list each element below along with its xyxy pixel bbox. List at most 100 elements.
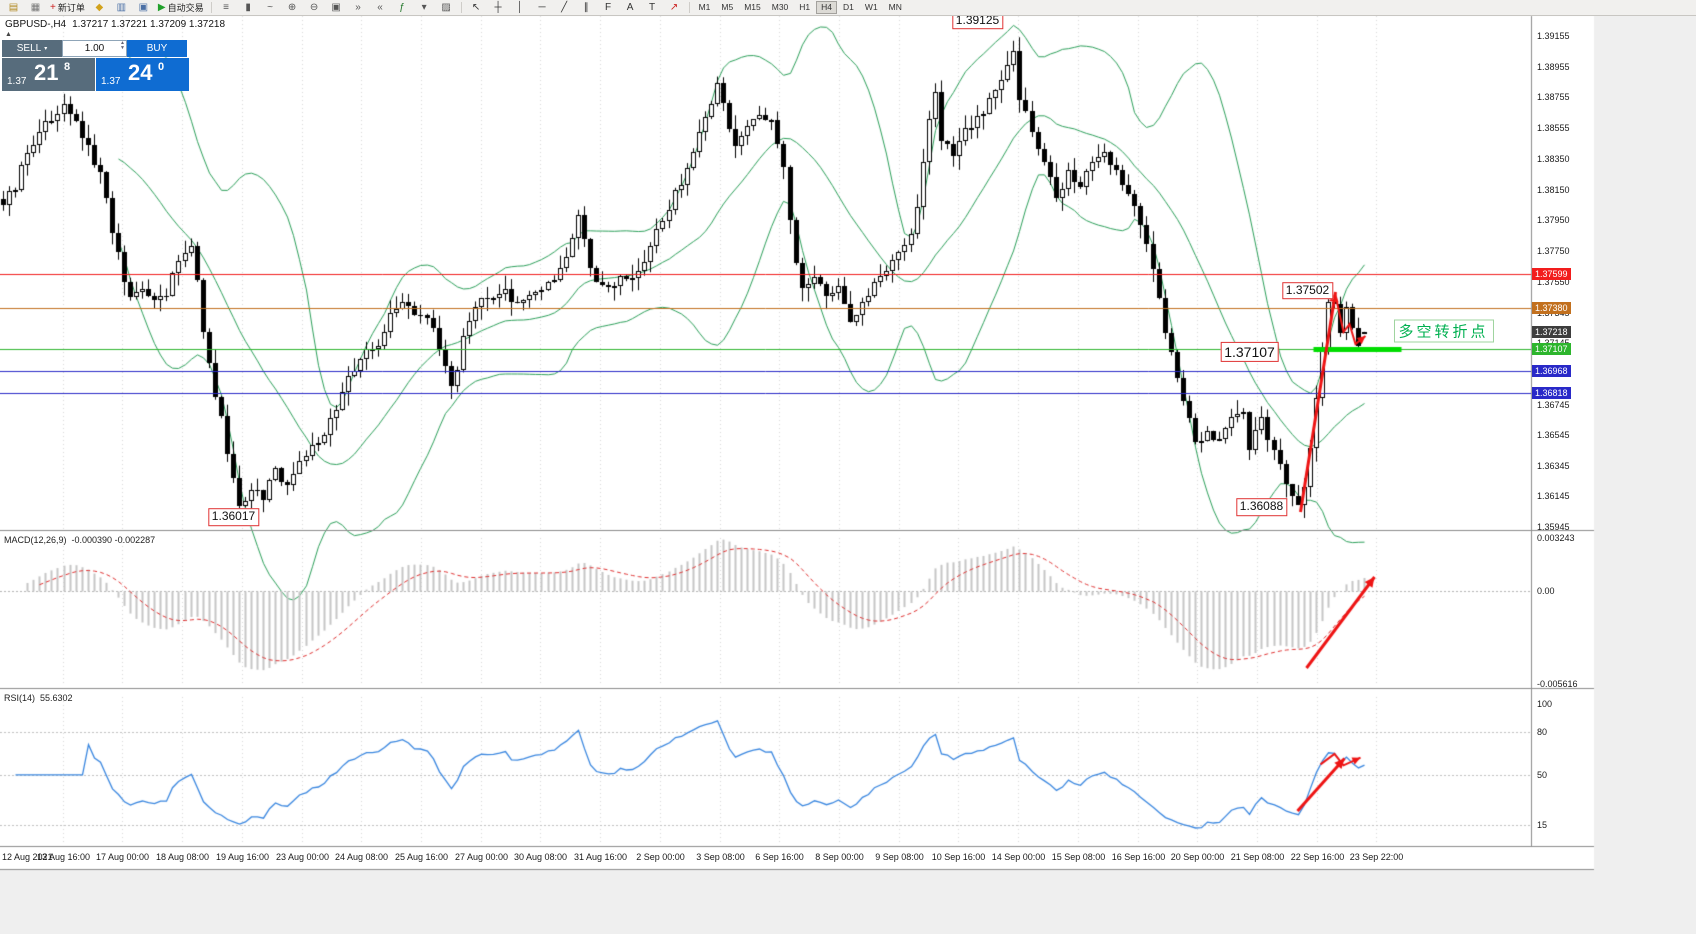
line-chart-icon[interactable]: ~ <box>260 0 281 16</box>
autotrading-button[interactable]: ▶ 自动交易 <box>155 0 207 16</box>
volume-input[interactable]: 1.00 ▲ ▼ <box>62 40 127 57</box>
metaeditor-icon: ◆ <box>95 1 104 13</box>
autotrading-button: ▶ <box>157 1 166 13</box>
macd-title: MACD(12,26,9) <box>4 535 67 545</box>
buy-price-sup: 0 <box>158 61 165 73</box>
ohlc-values: 1.37217 1.37221 1.37209 1.37218 <box>72 19 226 30</box>
one-click-trading-panel: SELL ▾ 1.00 ▲ ▼ BUY 1.37 21 8 1.37 24 0 <box>2 40 189 91</box>
vertical-line-icon: │ <box>516 1 524 13</box>
new-chart-icon: ▤ <box>8 1 19 13</box>
autotrading-button-label: 自动交易 <box>167 3 204 13</box>
channel-icon[interactable]: ∥ <box>576 0 597 16</box>
trendline-icon[interactable]: ╱ <box>554 0 575 16</box>
fibonacci-icon: F <box>605 1 612 13</box>
sell-button[interactable]: SELL ▾ <box>2 40 62 57</box>
zoom-out-icon[interactable]: ⊖ <box>304 0 325 16</box>
metaeditor-icon[interactable]: ◆ <box>89 0 110 16</box>
timeframe-mn[interactable]: MN <box>888 1 902 12</box>
vertical-line-icon[interactable]: │ <box>510 0 531 16</box>
candles-icon: ▮ <box>245 1 251 13</box>
timeframe-h4[interactable]: H4 <box>816 0 838 15</box>
navigator-icon: ▣ <box>138 1 149 13</box>
navigator-icon[interactable]: ▣ <box>133 0 154 16</box>
indicators-icon: ƒ <box>399 1 405 13</box>
volume-value: 1.00 <box>84 43 105 54</box>
buy-price-big: 24 <box>128 60 153 85</box>
zoom-in-icon: ⊕ <box>287 1 297 13</box>
templates-icon[interactable]: ▨ <box>436 0 457 16</box>
market-watch-icon: ▥ <box>116 1 127 13</box>
sell-price-box[interactable]: 1.37 21 8 <box>2 58 95 91</box>
volume-spinner[interactable]: ▲ ▼ <box>120 41 125 51</box>
periods-icon[interactable]: ▾ <box>414 0 435 16</box>
cursor-icon[interactable]: ↖ <box>466 0 487 16</box>
buy-button-label: BUY <box>146 43 168 54</box>
sell-price-sup: 8 <box>64 61 71 73</box>
sell-button-label: SELL <box>16 43 42 54</box>
profiles-icon[interactable]: ▦ <box>25 0 46 16</box>
symbol-period-label: GBPUSD-,H4 <box>5 19 67 30</box>
new-order-button: + <box>50 1 56 13</box>
tile-windows-icon[interactable]: ▣ <box>326 0 347 16</box>
label-icon: T <box>649 1 656 13</box>
templates-icon: ▨ <box>441 1 451 13</box>
arrows-icon: ↗ <box>669 1 679 13</box>
auto-scroll-icon[interactable]: » <box>348 0 369 16</box>
spinner-up-icon[interactable]: ▲ <box>120 40 125 46</box>
sell-price-big: 21 <box>34 60 59 85</box>
new-order-button-label: 新订单 <box>57 3 85 13</box>
macd-values: -0.000390 -0.002287 <box>71 535 156 545</box>
line-chart-icon: ~ <box>267 1 273 13</box>
channel-icon: ∥ <box>583 1 589 13</box>
macd-indicator-header: MACD(12,26,9) -0.000390 -0.002287 <box>4 535 160 545</box>
rsi-indicator-header: RSI(14) 55.6302 <box>4 693 78 703</box>
toolbar-separator <box>688 2 690 13</box>
arrows-icon[interactable]: ↗ <box>664 0 685 16</box>
toolbar: ▤ ▦ + 新订单 ◆ ▥ ▣ ▶ 自动交易 ≡ ▮ ~ ⊕ ⊖ ▣ » « ƒ ▾ ▨ ↖ ┼ │ ─ ╱ ∥ F A T ↗ M1 M5 M… <box>0 0 1696 16</box>
timeframe-w1[interactable]: W1 <box>864 1 878 12</box>
trendline-icon: ╱ <box>561 1 568 13</box>
timeframe-m15[interactable]: M15 <box>744 1 761 12</box>
buy-price-box[interactable]: 1.37 24 0 <box>96 58 189 91</box>
crosshair-icon: ┼ <box>494 1 502 13</box>
buy-button[interactable]: BUY <box>127 40 187 57</box>
bars-icon[interactable]: ≡ <box>216 0 237 16</box>
cursor-icon: ↖ <box>471 1 481 13</box>
indicators-icon[interactable]: ƒ <box>392 0 413 16</box>
timeframe-h1[interactable]: H1 <box>799 1 811 12</box>
spinner-down-icon[interactable]: ▼ <box>120 45 125 51</box>
tile-windows-icon: ▣ <box>331 1 341 13</box>
timeframe-m5[interactable]: M5 <box>721 1 734 12</box>
trade-panel-collapse-icon[interactable]: ▲ <box>5 31 12 38</box>
fibonacci-icon[interactable]: F <box>598 0 619 16</box>
chart-shift-icon[interactable]: « <box>370 0 391 16</box>
horizontal-line-icon: ─ <box>538 1 546 13</box>
buy-price-small: 1.37 <box>101 76 121 87</box>
chart-shift-icon: « <box>377 1 383 13</box>
sell-price-small: 1.37 <box>7 76 27 87</box>
timeframe-m30[interactable]: M30 <box>771 1 789 12</box>
candles-icon[interactable]: ▮ <box>238 0 259 16</box>
horizontal-line-icon[interactable]: ─ <box>532 0 553 16</box>
new-chart-icon[interactable]: ▤ <box>3 0 24 16</box>
profiles-icon: ▦ <box>30 1 41 13</box>
toolbar-separator <box>460 2 462 13</box>
auto-scroll-icon: » <box>355 1 361 13</box>
periods-icon: ▾ <box>421 1 427 13</box>
market-watch-icon[interactable]: ▥ <box>111 0 132 16</box>
toolbar-separator <box>210 2 212 13</box>
text-icon: A <box>626 1 634 13</box>
timeframe-d1[interactable]: D1 <box>843 1 854 12</box>
zoom-in-icon[interactable]: ⊕ <box>282 0 303 16</box>
timeframe-m1[interactable]: M1 <box>698 1 711 12</box>
rsi-title: RSI(14) <box>4 693 36 703</box>
label-icon[interactable]: T <box>642 0 663 16</box>
bars-icon: ≡ <box>223 1 229 13</box>
crosshair-icon[interactable]: ┼ <box>488 0 509 16</box>
text-icon[interactable]: A <box>620 0 641 16</box>
new-order-button[interactable]: + 新订单 <box>47 0 88 16</box>
zoom-out-icon: ⊖ <box>309 1 319 13</box>
chart-header: GBPUSD-,H4 1.37217 1.37221 1.37209 1.3721… <box>5 19 231 30</box>
sell-caret-icon: ▾ <box>44 46 48 52</box>
